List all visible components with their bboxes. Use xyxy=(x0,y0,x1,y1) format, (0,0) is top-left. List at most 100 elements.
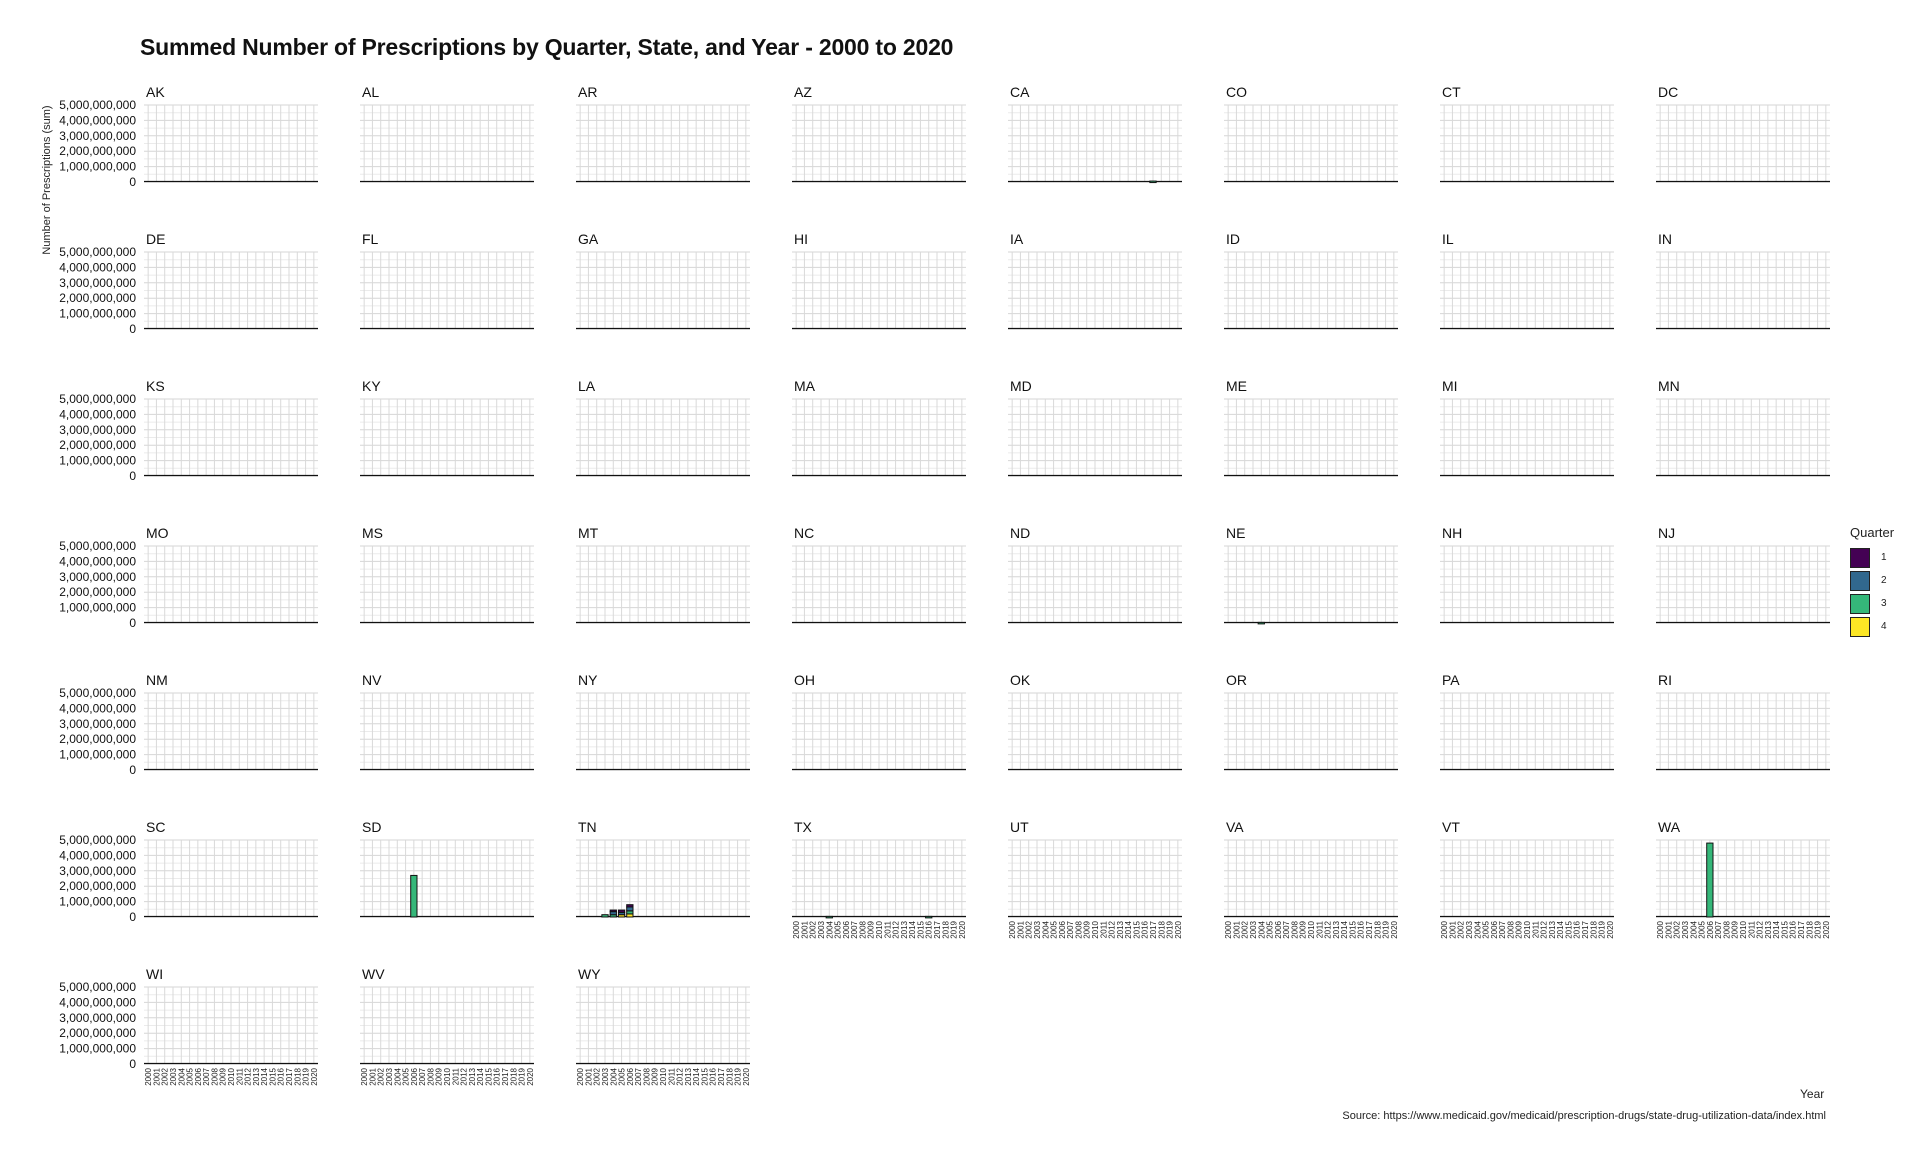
x-tick-label: 2014 xyxy=(476,1067,485,1085)
x-tick-label: 2003 xyxy=(817,920,826,938)
x-tick-label: 2009 xyxy=(651,1067,660,1085)
x-tick-label: 2008 xyxy=(858,920,867,938)
facet-sd: SD xyxy=(360,819,534,918)
x-tick-label: 2013 xyxy=(900,920,909,938)
x-tick-label: 2015 xyxy=(484,1067,493,1085)
facet-label-in: IN xyxy=(1658,231,1672,247)
x-tick-label: 2007 xyxy=(1282,920,1291,938)
y-tick-label: 5,000,000,000 xyxy=(59,980,136,994)
facet-label-tx: TX xyxy=(794,819,813,835)
x-tick-label: 2018 xyxy=(509,1067,518,1085)
facet-ne: NE xyxy=(1224,525,1398,625)
y-tick-label: 5,000,000,000 xyxy=(59,686,136,700)
facet-label-ma: MA xyxy=(794,378,816,394)
bar-tn-2003-q3 xyxy=(601,914,609,918)
x-tick-label: 2010 xyxy=(227,1067,236,1085)
x-tick-label: 2005 xyxy=(402,1067,411,1085)
facet-ct: CT xyxy=(1440,84,1614,183)
y-tick-label: 1,000,000,000 xyxy=(59,1042,136,1056)
x-tick-label: 2014 xyxy=(908,920,917,938)
y-tick-label: 0 xyxy=(129,910,136,924)
facet-label-ar: AR xyxy=(578,84,597,100)
x-tick-label: 2007 xyxy=(202,1067,211,1085)
facet-ri: RI xyxy=(1656,672,1830,771)
x-tick-label: 2014 xyxy=(1124,920,1133,938)
y-tick-label: 1,000,000,000 xyxy=(59,748,136,762)
x-tick-label: 2005 xyxy=(1482,920,1491,938)
x-tick-label: 2000 xyxy=(1008,920,1017,938)
x-tick-label: 2013 xyxy=(1116,920,1125,938)
x-tick-label: 2016 xyxy=(493,1067,502,1085)
x-tick-label: 2009 xyxy=(219,1067,228,1085)
facet-md: MD xyxy=(1008,378,1182,477)
x-tick-label: 2007 xyxy=(850,920,859,938)
facet-label-wy: WY xyxy=(578,966,601,982)
x-tick-label: 2013 xyxy=(684,1067,693,1085)
x-tick-label: 2020 xyxy=(1822,920,1831,938)
x-tick-label: 2012 xyxy=(1540,920,1549,938)
x-tick-label: 2001 xyxy=(584,1067,593,1085)
bar-ne-2004-q3 xyxy=(1257,621,1265,625)
x-tick-label: 2002 xyxy=(1457,920,1466,938)
x-tick-label: 2016 xyxy=(1789,920,1798,938)
x-tick-label: 2006 xyxy=(410,1067,419,1085)
facet-ms: MS xyxy=(360,525,534,624)
facet-nv: NV xyxy=(360,672,534,771)
facet-mi: MI xyxy=(1440,378,1614,477)
facet-ny: NY xyxy=(576,672,750,771)
x-tick-label: 2008 xyxy=(642,1067,651,1085)
y-tick-label: 3,000,000,000 xyxy=(59,717,136,731)
x-tick-label: 2002 xyxy=(1025,920,1034,938)
facet-label-ia: IA xyxy=(1010,231,1024,247)
x-tick-label: 2000 xyxy=(1224,920,1233,938)
y-tick-label: 1,000,000,000 xyxy=(59,307,136,321)
y-tick-label: 2,000,000,000 xyxy=(59,1026,136,1040)
x-tick-label: 2008 xyxy=(426,1067,435,1085)
source-note: Source: https://www.medicaid.gov/medicai… xyxy=(1342,1110,1826,1122)
facet-label-vt: VT xyxy=(1442,819,1460,835)
chart-title: Summed Number of Prescriptions by Quarte… xyxy=(140,34,954,60)
x-tick-label: 2003 xyxy=(385,1067,394,1085)
facet-fl: FL xyxy=(360,231,534,330)
legend-key-1 xyxy=(1850,547,1870,568)
y-tick-label: 0 xyxy=(129,469,136,483)
x-tick-label: 2017 xyxy=(933,920,942,938)
x-tick-label: 2005 xyxy=(1698,920,1707,938)
legend-label-1: 1 xyxy=(1881,552,1887,563)
facet-sc: SC 01,000,000,000 2,000,000,0003,000,000,0… xyxy=(59,819,318,924)
legend-item-1: 1 xyxy=(1850,546,1894,569)
x-tick-label: 2018 xyxy=(725,1067,734,1085)
x-tick-label: 2006 xyxy=(842,920,851,938)
x-tick-label: 2020 xyxy=(1390,920,1399,938)
x-tick-label: 2018 xyxy=(1589,920,1598,938)
facet-label-ct: CT xyxy=(1442,84,1461,100)
x-tick-label: 2003 xyxy=(1681,920,1690,938)
x-tick-label: 2017 xyxy=(1149,920,1158,938)
x-tick-label: 2010 xyxy=(443,1067,452,1085)
x-tick-label: 2000 xyxy=(144,1067,153,1085)
y-tick-label: 5,000,000,000 xyxy=(59,539,136,553)
x-tick-label: 2002 xyxy=(593,1067,602,1085)
facet-label-la: LA xyxy=(578,378,596,394)
legend-key-2 xyxy=(1850,570,1870,591)
x-tick-label: 2015 xyxy=(268,1067,277,1085)
x-tick-label: 2004 xyxy=(1473,920,1482,938)
x-tick-label: 2019 xyxy=(302,1067,311,1085)
facet-nm: NM 01,000,000,000 2,000,000,0003,000,000,0… xyxy=(59,672,318,777)
x-tick-label: 2001 xyxy=(1448,920,1457,938)
x-tick-label: 2005 xyxy=(186,1067,195,1085)
y-tick-label: 2,000,000,000 xyxy=(59,144,136,158)
x-tick-label: 2019 xyxy=(1814,920,1823,938)
facet-label-ca: CA xyxy=(1010,84,1030,100)
facet-label-ga: GA xyxy=(578,231,599,247)
x-tick-label: 2011 xyxy=(1531,920,1540,938)
facet-ia: IA xyxy=(1008,231,1182,330)
x-tick-label: 2020 xyxy=(742,1067,751,1085)
facet-mn: MN xyxy=(1656,378,1830,477)
x-tick-label: 2000 xyxy=(792,920,801,938)
x-tick-label: 2001 xyxy=(1232,920,1241,938)
facet-label-ms: MS xyxy=(362,525,383,541)
